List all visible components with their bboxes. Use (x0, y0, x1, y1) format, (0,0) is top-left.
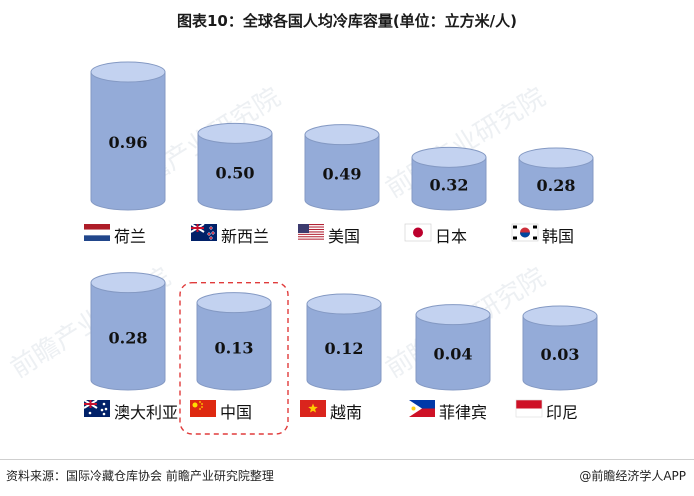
australia-flag-icon (83, 399, 110, 417)
bar-cylinder: 0.13 (196, 292, 272, 391)
data-label: 0.49 (323, 164, 362, 183)
new-zealand-flag-icon (190, 223, 217, 241)
netherlands-flag-icon (84, 224, 110, 241)
data-label: 0.04 (434, 344, 473, 363)
bar-cylinder: 0.32 (411, 146, 487, 211)
bar-cylinder: 0.96 (90, 61, 166, 211)
highlight-box (179, 281, 289, 435)
bar (90, 282, 166, 391)
bar-top (306, 293, 382, 315)
bar-cylinder: 0.04 (415, 304, 491, 391)
data-label: 0.50 (216, 164, 255, 183)
bar-top (411, 146, 487, 168)
source-note: 资料来源：国际冷藏仓库协会 前瞻产业研究院整理 (6, 469, 274, 483)
data-label: 0.03 (541, 345, 580, 364)
category-label: 中国 (220, 403, 252, 422)
category-label: 越南 (330, 403, 362, 422)
bar-cylinder: 0.12 (306, 293, 382, 391)
category-label: 日本 (435, 227, 467, 246)
brand-credit: @前瞻经济学人APP (579, 469, 686, 483)
bar (518, 157, 594, 211)
vietnam-flag-icon (300, 400, 326, 417)
footer-divider (0, 459, 694, 460)
bar-top (522, 305, 598, 327)
bar-cylinder: 0.28 (90, 272, 166, 391)
bar-cylinder: 0.03 (522, 305, 598, 391)
bar-top (196, 292, 272, 314)
bar-top (304, 124, 380, 146)
data-label: 0.32 (430, 176, 469, 195)
bar-cylinder: 0.49 (304, 124, 380, 211)
data-label: 0.28 (537, 176, 576, 195)
data-label: 0.13 (215, 338, 254, 357)
data-label: 0.96 (109, 133, 148, 152)
bar-top (90, 61, 166, 83)
china-flag-icon (190, 400, 216, 417)
category-label: 印尼 (546, 403, 578, 422)
bar (304, 134, 380, 211)
category-label: 荷兰 (114, 227, 146, 246)
data-label: 0.12 (325, 339, 364, 358)
bar (522, 315, 598, 391)
bar-top (90, 272, 166, 294)
bar-top (415, 304, 491, 326)
category-label: 韩国 (542, 227, 574, 246)
category-label: 菲律宾 (439, 403, 487, 422)
bar-cylinder: 0.50 (197, 122, 273, 211)
bar-top (518, 147, 594, 169)
bar-top (197, 122, 273, 144)
bar (415, 314, 491, 391)
category-label: 澳大利亚 (114, 403, 178, 422)
indonesia-flag-icon (515, 399, 543, 418)
bar-cylinder: 0.28 (518, 147, 594, 211)
south-korea-flag-icon (511, 223, 539, 242)
philippines-flag-icon (409, 400, 435, 417)
japan-flag-icon (404, 223, 432, 242)
bar (90, 71, 166, 211)
category-label: 新西兰 (221, 227, 269, 246)
bar (196, 302, 272, 391)
category-label: 美国 (328, 227, 360, 246)
usa-flag-icon (298, 224, 324, 241)
bar (411, 156, 487, 211)
data-label: 0.28 (109, 328, 148, 347)
bar (306, 303, 382, 391)
bar (197, 132, 273, 211)
chart-title: 图表10：全球各国人均冷库容量(单位：立方米/人) (176, 12, 518, 30)
